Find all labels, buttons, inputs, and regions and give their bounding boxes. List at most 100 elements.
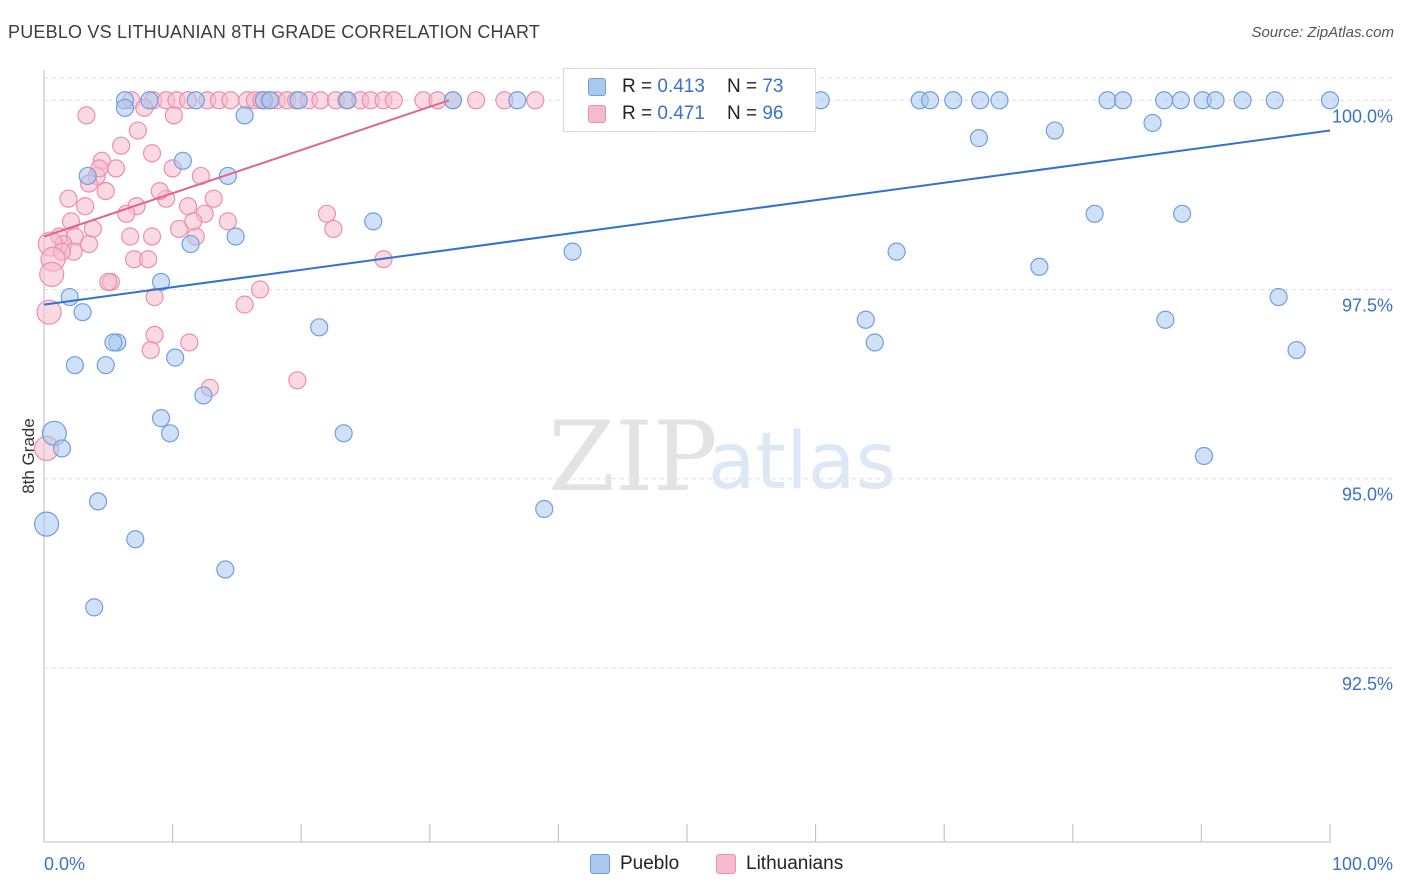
lithuanians-point: [36, 299, 62, 325]
lithuanians-points: [33, 91, 545, 462]
watermark: ZIP atlas: [548, 401, 896, 513]
gridlines: [44, 77, 1392, 669]
lithuanians-point: [112, 136, 131, 155]
lithuanians-n-value: 96: [762, 103, 784, 124]
pueblo-point: [160, 424, 180, 443]
pueblo-point: [856, 310, 875, 329]
pueblo-points: [33, 91, 1340, 617]
pueblo-point: [78, 166, 97, 186]
legend-item-pueblo[interactable]: Pueblo: [590, 852, 679, 876]
lithuanians-point: [96, 181, 115, 201]
pueblo-point: [166, 348, 185, 367]
pueblo-point: [151, 272, 171, 292]
lithuanians-point: [99, 272, 118, 292]
pueblo-legend-icon: [590, 854, 610, 874]
lithuanians-point: [59, 189, 78, 208]
pueblo-point: [33, 511, 60, 537]
pueblo-n-label: N =: [726, 76, 758, 97]
pueblo-point: [1287, 340, 1306, 360]
lithuanians-swatch-icon: [588, 105, 606, 123]
lithuanians-point: [250, 280, 270, 299]
pueblo-r-value: 0.413: [657, 76, 705, 97]
legend-label-pueblo: Pueblo: [620, 853, 680, 874]
pueblo-point: [96, 356, 115, 375]
lithuanians-point: [311, 91, 330, 110]
pueblo-point: [218, 166, 237, 186]
axis-labels: 92.5% 95.0% 97.5% 100.0% 0.0% 100.0%: [44, 106, 1393, 874]
pueblo-point: [535, 499, 554, 519]
pueblo-point: [60, 287, 79, 307]
pueblo-point: [216, 560, 235, 579]
pueblo-point: [73, 303, 92, 322]
lithuanians-point: [526, 91, 545, 110]
legend-item-lithuanians[interactable]: Lithuanians: [716, 852, 843, 876]
pueblo-point: [52, 439, 72, 458]
lithuanians-point: [77, 106, 96, 125]
pueblo-point: [65, 356, 84, 375]
lithuanians-trend-line: [43, 99, 450, 238]
lithuanians-point: [288, 371, 307, 390]
pueblo-point: [1194, 446, 1214, 466]
pueblo-point: [338, 91, 357, 110]
lithuanians-point: [169, 219, 189, 239]
lithuanians-point: [164, 106, 183, 125]
chart-title: PUEBLO VS LITHUANIAN 8TH GRADE CORRELATI…: [8, 22, 541, 42]
pueblo-point: [126, 530, 145, 549]
lithuanians-point: [121, 227, 140, 246]
y-tick-label: 100.0%: [1332, 106, 1393, 126]
pueblo-n-value: 73: [762, 76, 784, 97]
pueblo-point: [1155, 91, 1174, 110]
pueblo-point: [1098, 91, 1117, 110]
pueblo-point: [508, 91, 527, 110]
pueblo-point: [151, 409, 171, 428]
lithuanians-point: [39, 261, 65, 287]
pueblo-point: [226, 227, 245, 246]
pueblo-point: [944, 91, 963, 110]
lithuanians-point: [466, 91, 486, 110]
lithuanians-point: [235, 295, 254, 314]
lithuanians-point: [324, 219, 343, 239]
lithuanians-point: [204, 189, 223, 208]
lithuanians-point: [106, 159, 126, 178]
pueblo-point: [1206, 91, 1225, 110]
watermark-atlas: atlas: [708, 417, 897, 507]
pueblo-point: [563, 242, 582, 261]
pueblo-point: [310, 318, 329, 337]
pueblo-point: [1030, 257, 1049, 276]
pueblo-point: [261, 91, 280, 110]
pueblo-point: [140, 91, 159, 110]
pueblo-point: [990, 91, 1009, 110]
pueblo-point: [920, 91, 940, 110]
pueblo-point: [334, 424, 353, 443]
pueblo-point: [104, 333, 123, 352]
stats-legend: R = 0.413 N = 73 R = 0.471 N = 96: [563, 68, 816, 132]
pueblo-point: [85, 598, 104, 617]
lithuanians-point: [142, 227, 162, 246]
pueblo-trend-line: [43, 129, 1331, 306]
pueblo-point: [1085, 204, 1104, 223]
lithuanians-point: [145, 325, 164, 345]
y-tick-label: 92.5%: [1342, 674, 1393, 694]
y-tick-label: 95.0%: [1342, 485, 1393, 505]
pueblo-point: [115, 98, 135, 117]
pueblo-point: [235, 106, 254, 125]
lithuanians-point: [384, 91, 403, 110]
lithuanians-legend-icon: [716, 854, 736, 874]
lithuanians-point: [76, 197, 95, 216]
pueblo-point: [865, 333, 884, 352]
stats-legend-lithuanians: R = 0.471 N = 96: [588, 101, 783, 127]
lithuanians-point: [218, 212, 237, 231]
lithuanians-point: [128, 121, 147, 140]
pueblo-point: [1173, 204, 1192, 223]
lithuanians-point: [317, 204, 337, 223]
pueblo-point: [1171, 91, 1190, 110]
pueblo-point: [969, 129, 989, 148]
pueblo-point: [289, 91, 308, 110]
pueblo-point: [887, 242, 906, 261]
lithuanians-point: [142, 144, 162, 163]
pueblo-point: [1265, 91, 1284, 110]
lithuanians-r-label: R =: [622, 103, 653, 124]
lithuanians-r-value: 0.471: [657, 103, 705, 124]
pueblo-r-label: R =: [622, 76, 653, 97]
